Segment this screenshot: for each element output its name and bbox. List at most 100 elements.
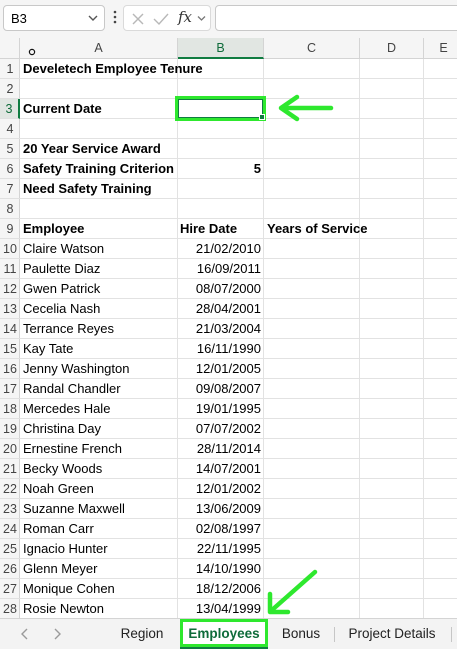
- cell-b14[interactable]: 21/03/2004: [195, 321, 261, 336]
- row-header-20[interactable]: 20: [0, 439, 20, 459]
- cell-b22[interactable]: 12/01/2002: [195, 481, 261, 496]
- cell-a9[interactable]: Employee: [23, 221, 85, 236]
- cell-b19[interactable]: 07/07/2002: [195, 421, 261, 436]
- row-header-21[interactable]: 21: [0, 459, 20, 479]
- row-header-1[interactable]: 1: [0, 59, 20, 79]
- row-header-11[interactable]: 11: [0, 259, 20, 279]
- column-header-e[interactable]: E: [424, 38, 457, 59]
- row-header-16[interactable]: 16: [0, 359, 20, 379]
- cell-c19[interactable]: [264, 419, 360, 439]
- cell-c27[interactable]: [264, 579, 360, 599]
- cell-a18[interactable]: Mercedes Hale: [23, 401, 111, 416]
- cell-a2[interactable]: [20, 79, 178, 99]
- select-all-button[interactable]: [0, 38, 20, 59]
- cell-a26[interactable]: Glenn Meyer: [23, 561, 98, 576]
- row-header-15[interactable]: 15: [0, 339, 20, 359]
- name-box[interactable]: B3: [3, 5, 105, 31]
- cell-c18[interactable]: [264, 399, 360, 419]
- row-header-27[interactable]: 27: [0, 579, 20, 599]
- cell-a19[interactable]: Christina Day: [23, 421, 102, 436]
- cell-a1[interactable]: Develetech Employee Tenure: [23, 61, 203, 76]
- cell-b1[interactable]: [178, 59, 264, 79]
- cell-c13[interactable]: [264, 299, 360, 319]
- chevron-down-icon[interactable]: [197, 15, 206, 22]
- cancel-icon[interactable]: [131, 12, 145, 26]
- cell-b10[interactable]: 21/02/2010: [195, 241, 261, 256]
- row-header-5[interactable]: 5: [0, 139, 20, 159]
- cell-c22[interactable]: [264, 479, 360, 499]
- column-header-b[interactable]: B: [178, 38, 264, 59]
- cell-b7[interactable]: [178, 179, 264, 199]
- cell-b11[interactable]: 16/09/2011: [196, 261, 261, 276]
- chevron-down-icon[interactable]: [88, 14, 98, 22]
- cell-b25[interactable]: 22/11/1995: [196, 541, 261, 556]
- cell-a5[interactable]: 20 Year Service Award: [23, 141, 161, 156]
- cell-a13[interactable]: Cecelia Nash: [23, 301, 101, 316]
- cell-c2[interactable]: [264, 79, 360, 99]
- cell-a15[interactable]: Kay Tate: [23, 341, 74, 356]
- cell-a27[interactable]: Monique Cohen: [23, 581, 115, 596]
- cell-b26[interactable]: 14/10/1990: [195, 561, 261, 576]
- cell-b17[interactable]: 09/08/2007: [195, 381, 261, 396]
- cell-a17[interactable]: Randal Chandler: [23, 381, 121, 396]
- cell-c3[interactable]: [264, 99, 360, 119]
- cell-b28[interactable]: 13/04/1999: [195, 601, 261, 616]
- cell-a10[interactable]: Claire Watson: [23, 241, 105, 256]
- cell-c26[interactable]: [264, 559, 360, 579]
- cell-c23[interactable]: [264, 499, 360, 519]
- check-icon[interactable]: [153, 12, 169, 26]
- row-header-18[interactable]: 18: [0, 399, 20, 419]
- row-header-2[interactable]: 2: [0, 79, 20, 99]
- row-header-14[interactable]: 14: [0, 319, 20, 339]
- row-header-17[interactable]: 17: [0, 379, 20, 399]
- cell-c1[interactable]: [264, 59, 360, 79]
- row-header-28[interactable]: 28: [0, 599, 20, 618]
- insert-function-icon[interactable]: fx: [178, 8, 193, 26]
- cell-b24[interactable]: 02/08/1997: [195, 521, 261, 536]
- cell-a16[interactable]: Jenny Washington: [23, 361, 130, 376]
- cell-b4[interactable]: [178, 119, 264, 139]
- cell-b16[interactable]: 12/01/2005: [195, 361, 261, 376]
- cell-a25[interactable]: Ignacio Hunter: [23, 541, 108, 556]
- row-header-12[interactable]: 12: [0, 279, 20, 299]
- cell-b6[interactable]: 5: [253, 161, 261, 176]
- cell-a22[interactable]: Noah Green: [23, 481, 94, 496]
- sheet-tab-bonus[interactable]: Bonus: [281, 626, 321, 641]
- cell-c6[interactable]: [264, 159, 360, 179]
- row-header-24[interactable]: 24: [0, 519, 20, 539]
- cell-a24[interactable]: Roman Carr: [23, 521, 94, 536]
- row-header-7[interactable]: 7: [0, 179, 20, 199]
- column-header-c[interactable]: C: [264, 38, 360, 59]
- cell-c25[interactable]: [264, 539, 360, 559]
- row-header-4[interactable]: 4: [0, 119, 20, 139]
- cell-c28[interactable]: [264, 599, 360, 618]
- sheet-tab-region[interactable]: Region: [120, 626, 164, 641]
- cell-b15[interactable]: 16/11/1990: [196, 341, 261, 356]
- cell-b9[interactable]: Hire Date: [180, 221, 238, 236]
- cell-c7[interactable]: [264, 179, 360, 199]
- cell-c10[interactable]: [264, 239, 360, 259]
- row-header-3[interactable]: 3: [0, 99, 20, 119]
- cell-c24[interactable]: [264, 519, 360, 539]
- cell-a6[interactable]: Safety Training Criterion: [23, 161, 174, 176]
- cell-c15[interactable]: [264, 339, 360, 359]
- cell-c9[interactable]: Years of Service: [267, 221, 368, 236]
- cell-c4[interactable]: [264, 119, 360, 139]
- cell-c21[interactable]: [264, 459, 360, 479]
- formula-input[interactable]: [215, 5, 457, 31]
- cell-a28[interactable]: Rosie Newton: [23, 601, 104, 616]
- cell-a23[interactable]: Suzanne Maxwell: [23, 501, 125, 516]
- row-header-23[interactable]: 23: [0, 499, 20, 519]
- cell-c17[interactable]: [264, 379, 360, 399]
- row-header-22[interactable]: 22: [0, 479, 20, 499]
- cell-b27[interactable]: 18/12/2006: [195, 581, 261, 596]
- row-header-6[interactable]: 6: [0, 159, 20, 179]
- cell-a8[interactable]: [20, 199, 178, 219]
- chevron-right-icon[interactable]: [50, 627, 64, 641]
- cell-a3[interactable]: Current Date: [23, 101, 102, 116]
- cell-c11[interactable]: [264, 259, 360, 279]
- more-options-icon[interactable]: [112, 8, 118, 26]
- cell-b20[interactable]: 28/11/2014: [196, 441, 261, 456]
- cell-c20[interactable]: [264, 439, 360, 459]
- cell-b23[interactable]: 13/06/2009: [195, 501, 261, 516]
